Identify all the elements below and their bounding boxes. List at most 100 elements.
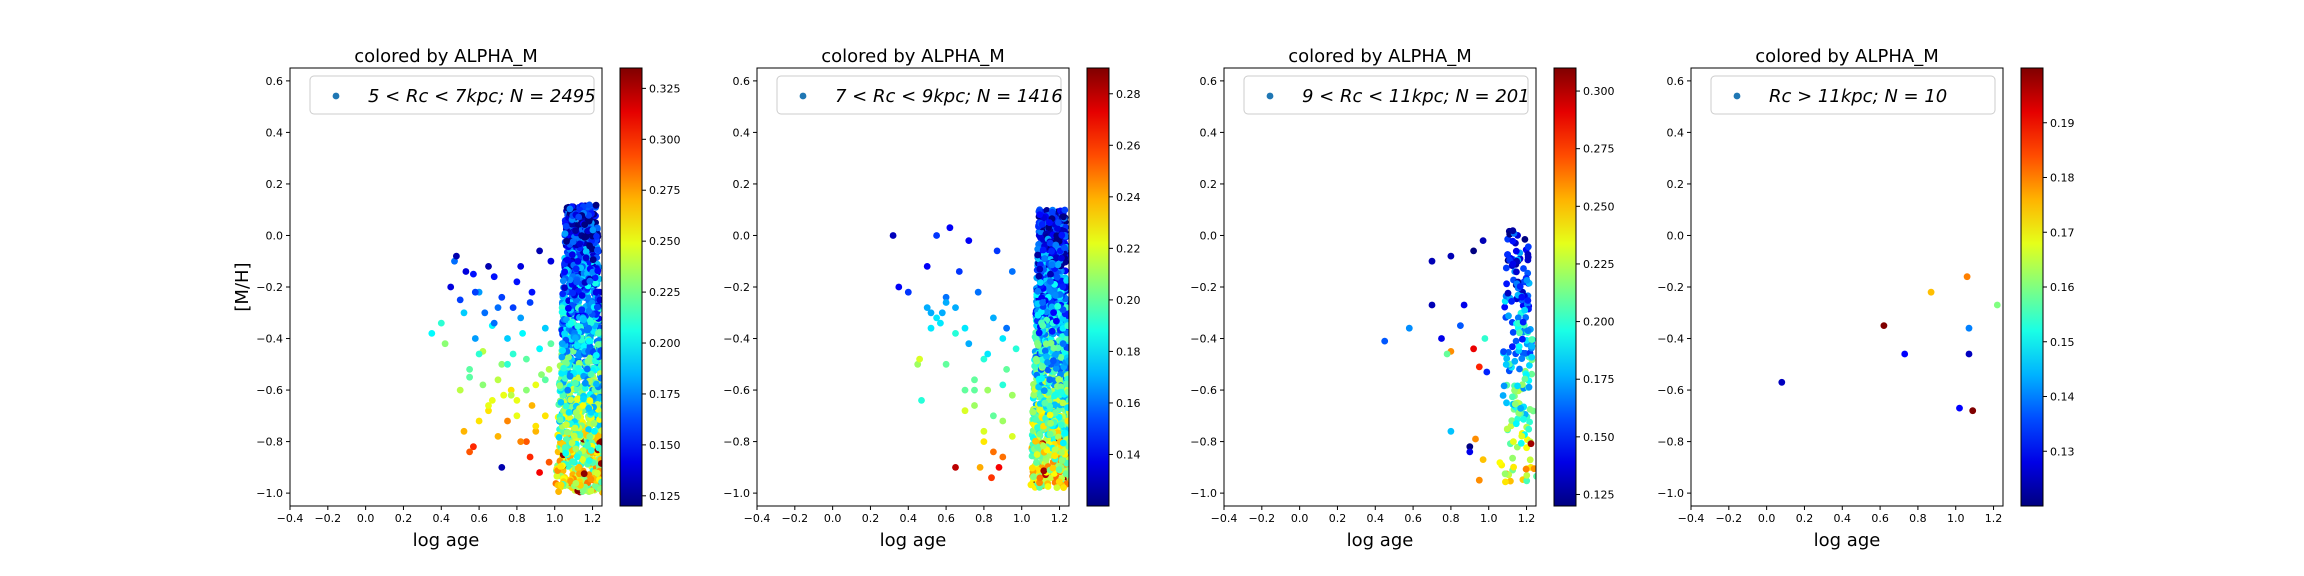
data-point [1466, 443, 1474, 451]
data-point [595, 394, 602, 402]
data-point [1520, 265, 1527, 272]
legend: 7 < Rc < 9kpc; N = 1416 [776, 75, 1063, 115]
data-point [595, 432, 602, 440]
data-point [1008, 268, 1016, 275]
x-tick-label: 1.0 [546, 512, 564, 525]
data-point [1035, 272, 1043, 280]
data-point [504, 417, 511, 425]
points [1778, 273, 2001, 415]
data-point [598, 427, 602, 434]
y-tick-label: 0.4 [266, 126, 284, 139]
data-point [990, 314, 997, 322]
data-point [574, 465, 582, 472]
chart-title: colored by ALPHA_M [821, 46, 1005, 67]
x-tick-label: 1.2 [584, 512, 602, 525]
colorbar-tick-label: 0.300 [649, 133, 681, 146]
legend-marker [799, 92, 807, 100]
data-point [591, 427, 598, 435]
data-point [595, 329, 602, 337]
data-point [1032, 355, 1040, 363]
data-point [1514, 382, 1521, 390]
data-point [580, 316, 588, 323]
data-point [1040, 467, 1048, 475]
colorbar-tick-label: 0.18 [2050, 172, 2075, 185]
data-point [593, 380, 600, 388]
data-point [485, 402, 492, 409]
y-tick-label: 0.2 [733, 178, 751, 191]
data-point [570, 432, 578, 440]
data-point [1479, 456, 1487, 463]
data-point [555, 488, 562, 495]
data-point [562, 449, 570, 457]
y-tick-label: −0.4 [256, 333, 283, 346]
data-point [1068, 466, 1069, 469]
data-point [576, 349, 583, 357]
x-tick-label: 1.0 [1480, 512, 1498, 525]
y-tick-label: −1.0 [1190, 487, 1217, 500]
data-point [1036, 430, 1043, 438]
y-tick-label: −0.8 [1190, 436, 1217, 449]
x-tick-label: −0.4 [1678, 512, 1705, 525]
data-point [441, 340, 449, 348]
x-tick-label: 0.6 [470, 512, 488, 525]
data-point [585, 324, 593, 332]
data-point [563, 421, 570, 429]
data-point [1516, 365, 1523, 373]
data-point [1034, 287, 1042, 295]
data-point [1035, 383, 1042, 391]
data-point [971, 376, 978, 384]
data-point [1523, 472, 1531, 479]
data-point [580, 470, 588, 478]
colorbar-tick-label: 0.150 [1583, 431, 1615, 444]
data-point [569, 289, 577, 297]
y-tick-label: −1.0 [1657, 487, 1684, 500]
data-point [1055, 219, 1062, 226]
data-point [532, 422, 540, 430]
colorbar-tick-label: 0.250 [1583, 200, 1615, 213]
data-point [1519, 318, 1527, 326]
data-point [517, 263, 525, 270]
x-tick-label: 0.0 [357, 512, 375, 525]
data-point [453, 252, 460, 260]
data-point [584, 358, 592, 365]
data-point [1516, 329, 1523, 337]
x-tick-label: 0.0 [824, 512, 842, 525]
data-point [1061, 206, 1069, 214]
x-axis-label: log age [880, 530, 947, 551]
data-point [1034, 311, 1042, 319]
data-point [541, 412, 549, 420]
data-point [1054, 261, 1062, 269]
data-point [999, 417, 1007, 425]
y-tick-label: −0.6 [723, 384, 750, 397]
y-tick-label: −0.6 [1190, 384, 1217, 397]
data-point [597, 460, 602, 467]
data-point [1046, 376, 1054, 384]
data-point [1496, 459, 1504, 466]
data-point [1521, 236, 1529, 243]
data-point [1509, 237, 1517, 245]
data-point [597, 347, 602, 354]
data-point [519, 330, 526, 337]
data-point [1046, 430, 1054, 438]
y-axis-label: [M/H] [232, 262, 253, 311]
data-point [526, 299, 534, 306]
data-point [585, 337, 593, 345]
data-point [589, 256, 597, 264]
data-point [1481, 335, 1489, 342]
data-point [513, 397, 521, 404]
data-point [1901, 350, 1909, 358]
data-point [1060, 244, 1068, 252]
data-point [1969, 407, 1977, 415]
data-point [1034, 342, 1042, 349]
data-point [560, 364, 568, 372]
data-point [475, 417, 483, 425]
data-point [1058, 449, 1065, 456]
data-point [1528, 336, 1536, 343]
data-point [995, 464, 1003, 471]
data-point [1047, 278, 1054, 285]
data-point [1503, 355, 1511, 362]
data-point [564, 428, 571, 436]
data-point [993, 247, 1001, 255]
data-point [1505, 312, 1512, 320]
data-point [1527, 440, 1535, 448]
